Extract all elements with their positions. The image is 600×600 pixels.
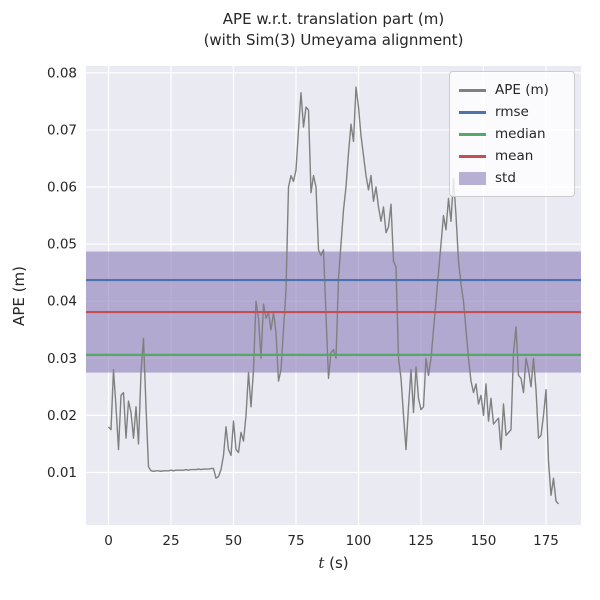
y-tick-label: 0.04	[47, 294, 77, 310]
legend-item-std: std	[459, 167, 564, 189]
legend-item-rmse: rmse	[459, 101, 564, 123]
mean-line-swatch	[459, 154, 486, 158]
median-line-swatch	[459, 132, 486, 136]
y-tick-label: 0.05	[47, 237, 77, 253]
y-tick-label: 0.03	[47, 351, 77, 367]
y-tick-label: 0.07	[47, 122, 77, 138]
legend-item-label: std	[495, 170, 516, 186]
rmse-line-swatch	[459, 110, 486, 114]
x-tick-label: 75	[287, 533, 304, 549]
legend-item-label: APE (m)	[495, 82, 549, 98]
chart-title: APE w.r.t. translation part (m) (with Si…	[86, 9, 581, 51]
legend-item-mean: mean	[459, 145, 564, 167]
x-tick-label: 150	[471, 533, 497, 549]
y-tick-label: 0.08	[47, 65, 77, 81]
legend: APE (m) rmse median mean std	[449, 71, 575, 197]
x-tick-label: 175	[533, 533, 559, 549]
x-tick-label: 125	[408, 533, 434, 549]
y-tick-label: 0.02	[47, 408, 77, 424]
legend-item-label: rmse	[495, 104, 529, 120]
x-axis-label-unit: (s)	[324, 554, 349, 572]
x-tick-label: 0	[104, 533, 113, 549]
chart-title-line2: (with Sim(3) Umeyama alignment)	[203, 31, 464, 49]
x-tick-label: 100	[346, 533, 372, 549]
legend-item-label: mean	[495, 148, 534, 164]
ape-line-swatch	[459, 88, 486, 92]
x-tick-label: 50	[225, 533, 242, 549]
legend-item-label: median	[495, 126, 546, 142]
x-axis-label: t (s)	[86, 554, 581, 572]
legend-item-ape: APE (m)	[459, 79, 564, 101]
y-axis-label: APE (m)	[10, 266, 28, 326]
y-tick-label: 0.06	[47, 180, 77, 196]
x-tick-label: 25	[162, 533, 179, 549]
chart-title-line1: APE w.r.t. translation part (m)	[222, 10, 445, 28]
ape-line	[107, 86, 560, 505]
std-patch-swatch	[459, 171, 486, 185]
y-tick-label: 0.01	[47, 465, 77, 481]
x-axis-label-variable: t	[318, 554, 325, 572]
legend-item-median: median	[459, 123, 564, 145]
